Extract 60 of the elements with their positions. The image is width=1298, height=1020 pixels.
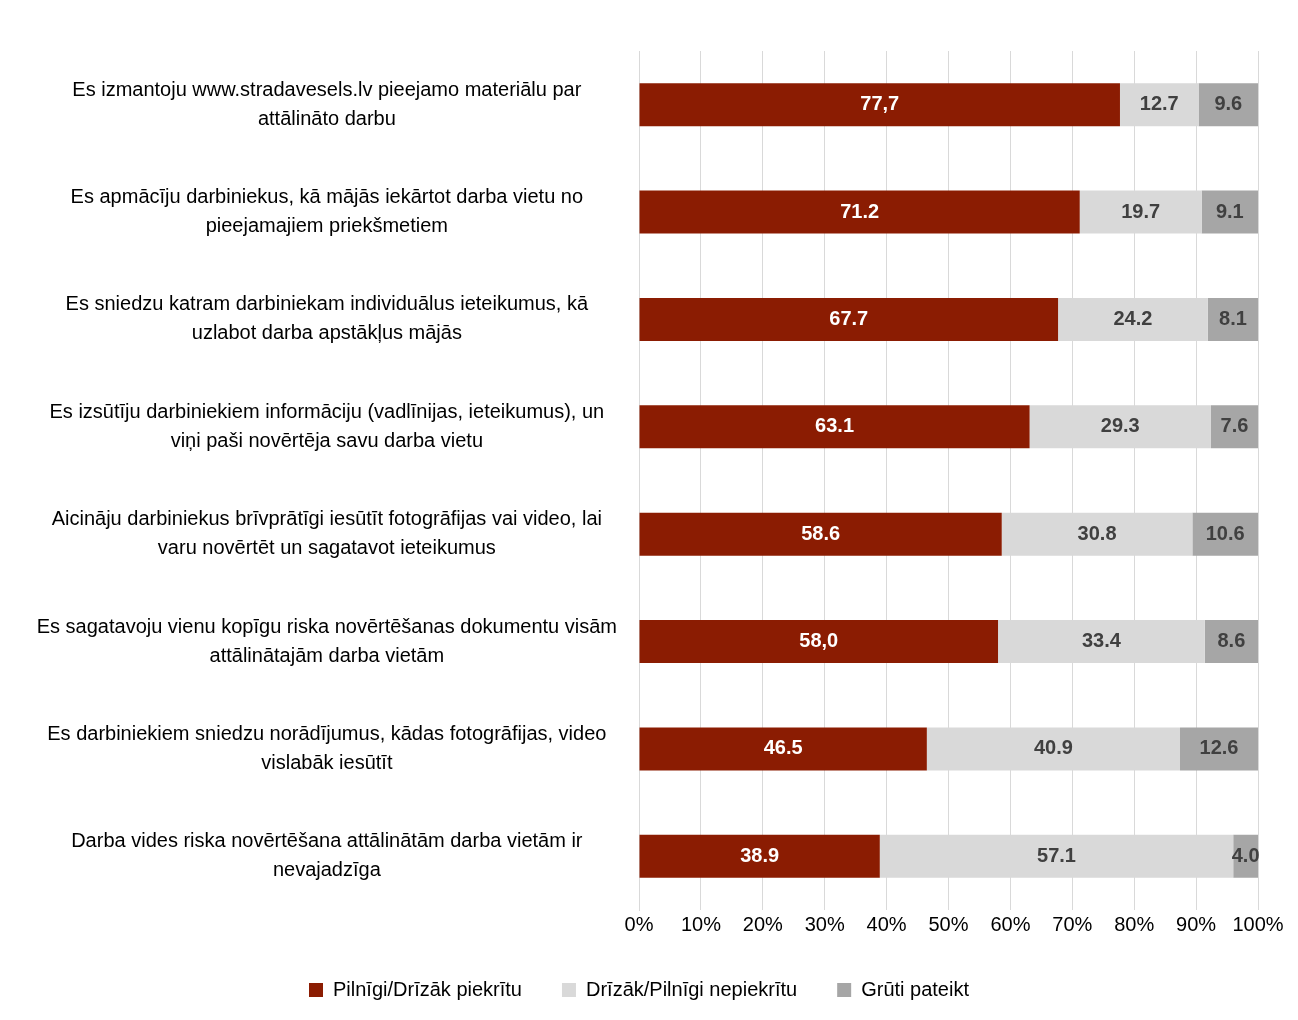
data-label: 12.6 (1199, 736, 1239, 759)
data-label: 77,7 (860, 92, 900, 115)
data-label: 8.1 (1219, 306, 1247, 329)
y-tick-label: Darba vides riska novērtēšana attālinātām darba vietām ir nevajadzīga (71, 829, 583, 881)
x-tick-label: 80% (1114, 912, 1155, 935)
bar (639, 297, 1059, 341)
data-label: 57.1 (1037, 843, 1076, 866)
data-label: 12.7 (1139, 92, 1179, 115)
data-label: 24.2 (1113, 306, 1153, 329)
bar (1207, 297, 1258, 341)
bar (639, 405, 1030, 449)
y-tick-label: Es izmantoju www.stradavesels.lv pieejamo materiālu par attālināto darbu (72, 77, 582, 129)
x-tick-label: 20% (742, 912, 784, 935)
bar (639, 512, 1002, 556)
data-label: 7.6 (1220, 414, 1249, 437)
data-label: 63.1 (815, 414, 855, 437)
x-tick-label: 10% (680, 912, 722, 935)
bar (639, 190, 1080, 234)
data-label: 58,0 (799, 629, 839, 652)
bar (639, 834, 880, 878)
bar (1201, 190, 1258, 234)
data-label: 30.8 (1077, 521, 1117, 544)
data-label: 67.7 (829, 306, 869, 329)
data-label: 8.6 (1217, 629, 1246, 652)
bar (1198, 83, 1258, 127)
x-tick-label: 40% (866, 912, 907, 935)
x-tick-label: 100% (1232, 912, 1284, 935)
bar (1180, 727, 1258, 771)
y-tick-label: Es sagatavoju vienu kopīgu riska novērtēšanas dokumentu visām attālinātajām darba vietām (36, 614, 617, 666)
data-label: 9.1 (1215, 199, 1244, 222)
bar (1192, 512, 1258, 556)
data-label: 19.7 (1121, 199, 1161, 222)
legend-label: Drīzāk/Pilnīgi nepiekrītu (585, 977, 798, 1000)
y-tick-label: Aicināju darbiniekus brīvprātīgi iesūtīt fotogrāfijas vai video, lai varu novērtēt un sagatavot ieteikumus (51, 507, 602, 559)
bar (639, 727, 927, 771)
x-tick-label: 0% (624, 912, 654, 935)
legend-label: Grūti pateikt (861, 977, 970, 1000)
data-label: 58.6 (801, 521, 841, 544)
x-tick-label: 70% (1052, 912, 1093, 935)
x-tick-label: 90% (1176, 912, 1217, 935)
data-label: 9.6 (1214, 92, 1243, 115)
data-label: 38.9 (740, 843, 780, 866)
bar (639, 83, 1120, 127)
data-label: 33.4 (1081, 629, 1122, 652)
y-tick-label: Es apmācīju darbiniekus, kā mājās iekārtot darba vietu no pieejamajiem priekšmetiem (70, 185, 584, 237)
bar (1210, 405, 1258, 449)
x-tick-label: 30% (804, 912, 845, 935)
y-tick-label: Es sniedzu katram darbiniekam individuālus ieteikumus, kā uzlabot darba apstākļus mājās (65, 292, 589, 344)
data-label: 40.9 (1033, 736, 1073, 759)
data-label: 10.6 (1205, 521, 1245, 544)
bar (639, 620, 999, 664)
data-label: 71.2 (840, 199, 880, 222)
y-tick-label: Es izsūtīju darbiniekiem informāciju (vadlīnijas, ieteikumus), un viņi paši novērtēja savu darba vietu (49, 399, 605, 451)
legend-label: Pilnīgi/Drīzāk piekrītu (333, 977, 522, 1000)
x-tick-label: 60% (990, 912, 1031, 935)
x-tick-label: 50% (928, 912, 969, 935)
y-tick-label: Es darbiniekiem sniedzu norādījumus, kādas fotogrāfijas, video vislabāk iesūtīt (47, 721, 607, 773)
data-label: 29.3 (1100, 414, 1140, 437)
data-label: 46.5 (763, 736, 803, 759)
data-label: 4.0 (1231, 843, 1260, 866)
